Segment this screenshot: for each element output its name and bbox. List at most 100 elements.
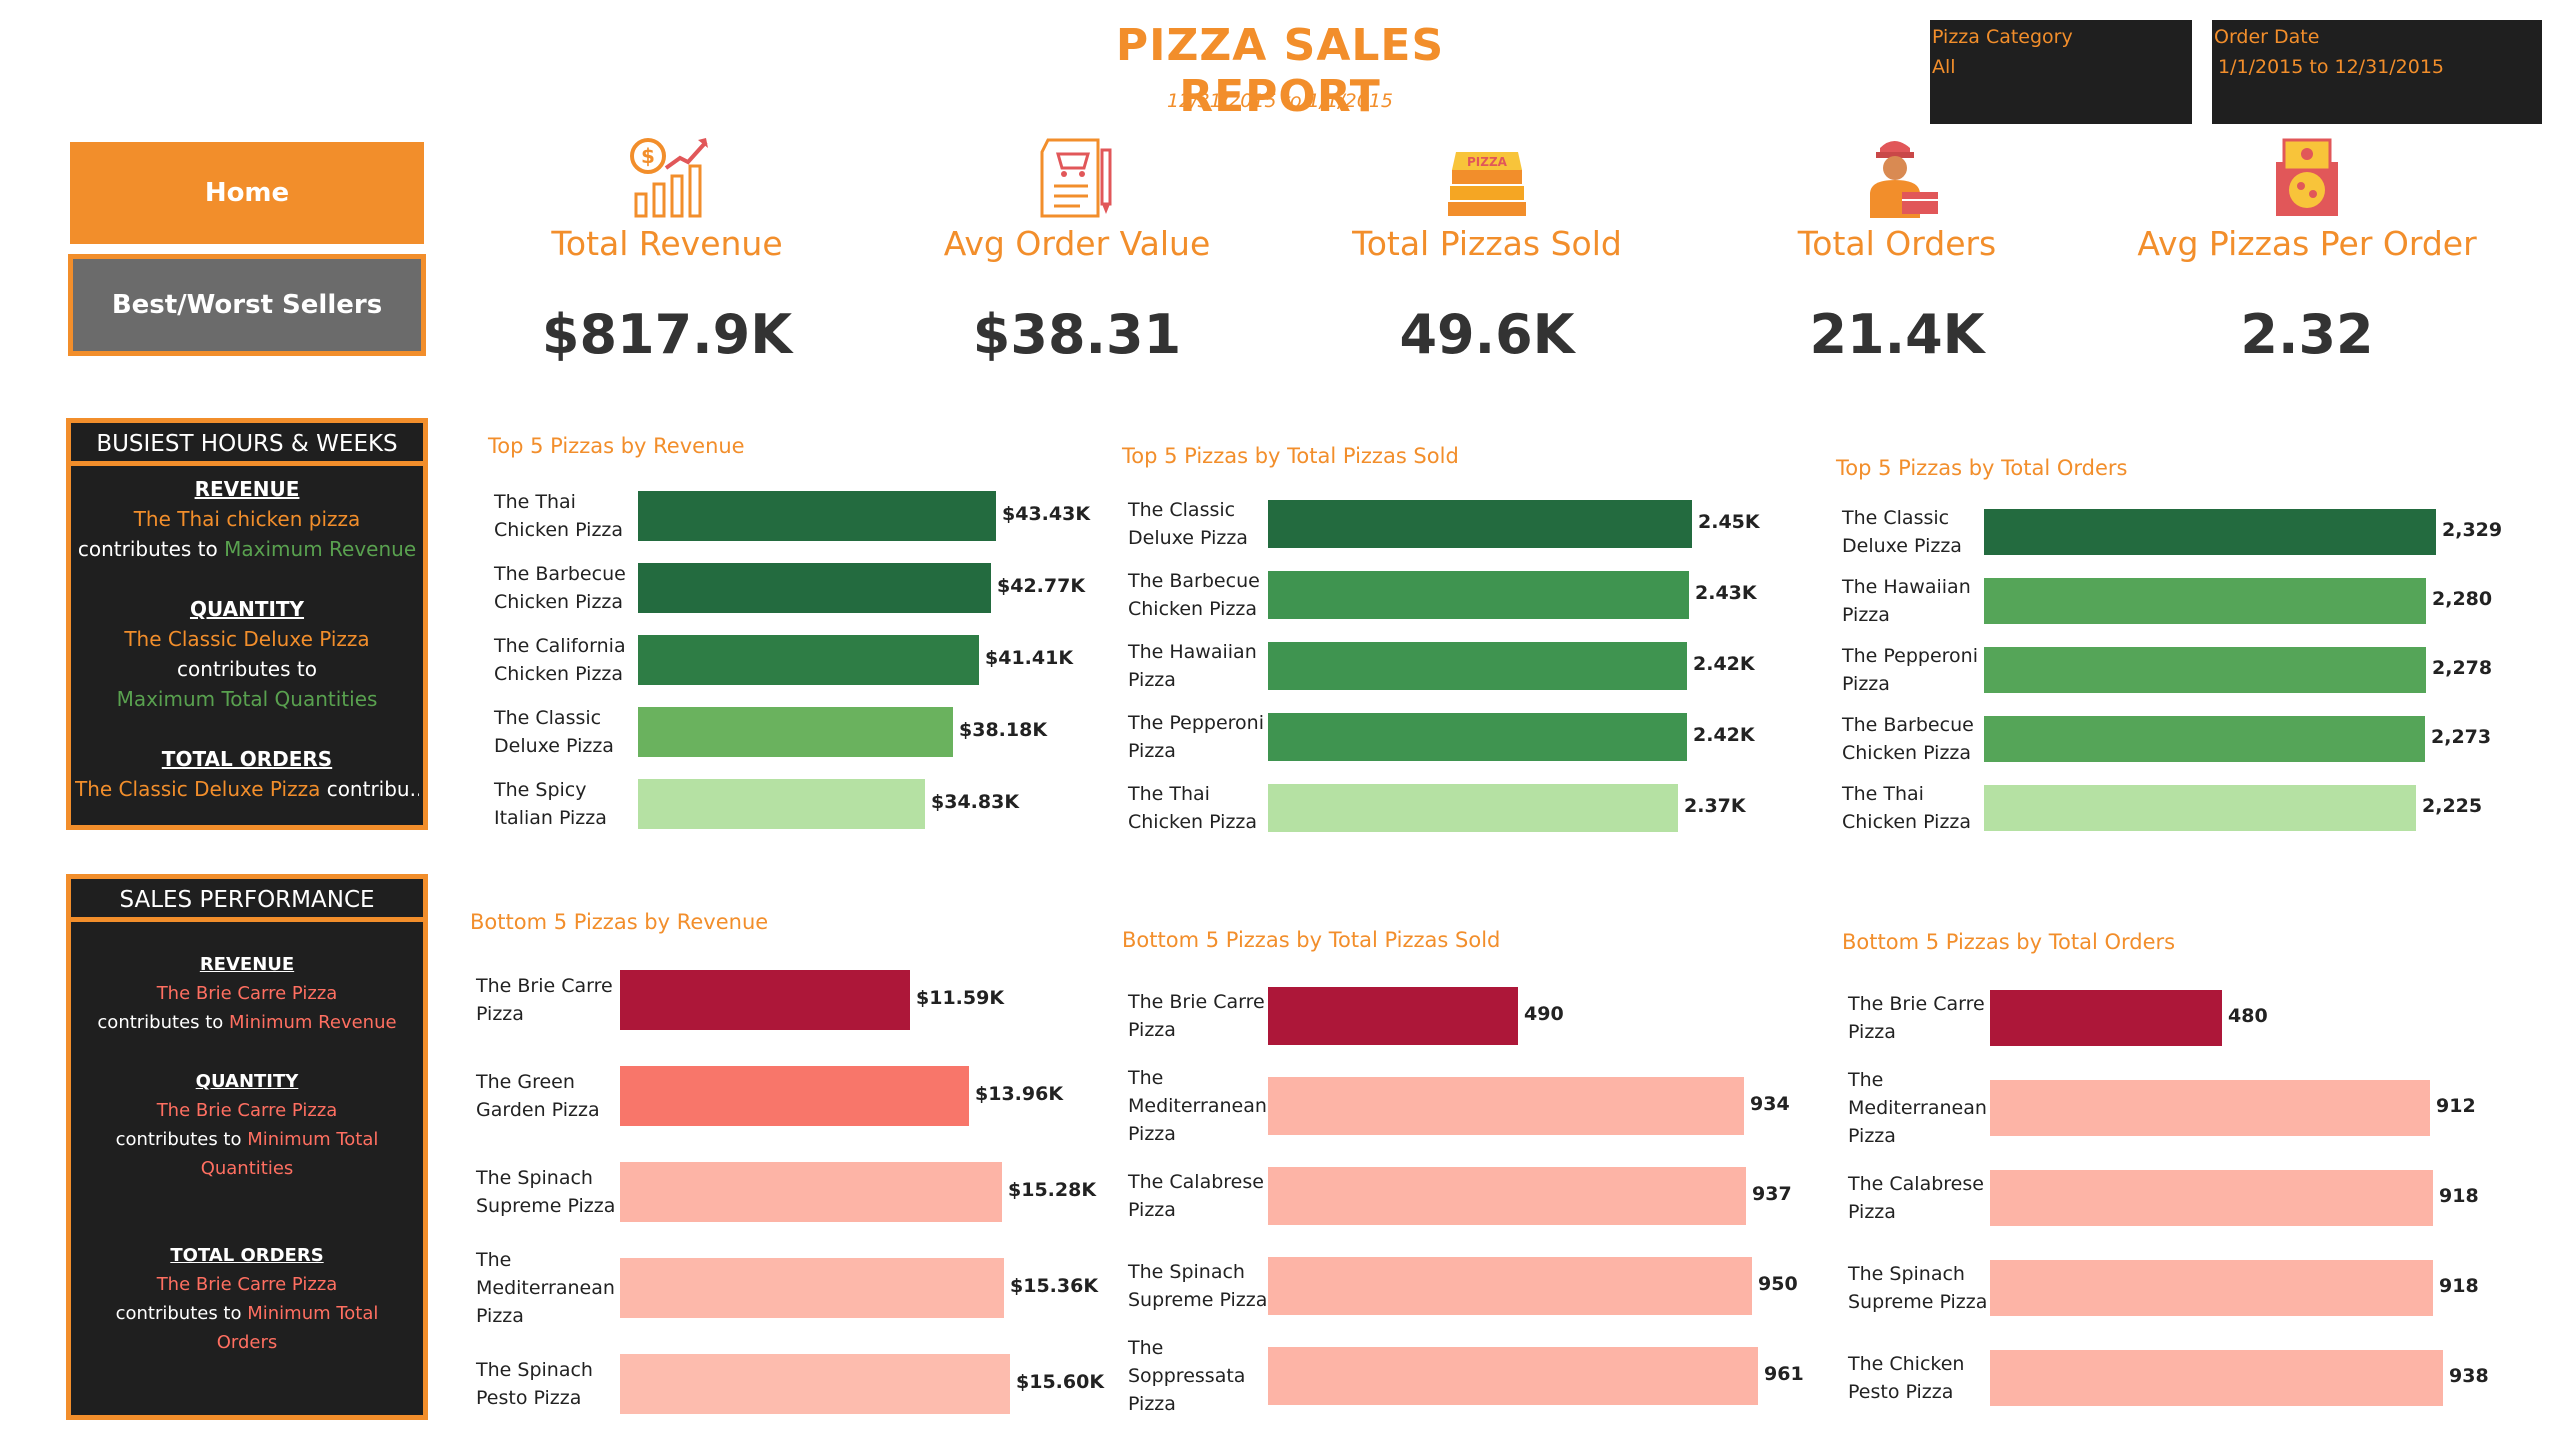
bar[interactable]	[1990, 1080, 2430, 1136]
bar[interactable]	[1268, 1077, 1744, 1135]
kpi-value: $817.9K	[541, 303, 793, 366]
bar[interactable]	[1268, 713, 1687, 761]
value-label: $15.28K	[1008, 1179, 1097, 1201]
pizza-name: The Brie Carre Pizza	[156, 983, 338, 1004]
section-highlight: Orders	[216, 1332, 278, 1353]
value-label: 490	[1524, 1003, 1564, 1025]
pizza-name: The Thai chicken pizza	[133, 507, 361, 531]
category-label: The Classic Deluxe Pizza	[494, 707, 614, 757]
bar[interactable]	[638, 707, 953, 757]
category-label: The Pepperoni Pizza	[1842, 645, 1978, 695]
value-label: 480	[2228, 1005, 2268, 1027]
bar[interactable]	[1268, 571, 1689, 619]
value-label: $41.41K	[985, 647, 1074, 669]
pizza-category-filter[interactable]: Pizza Category All	[1930, 20, 2192, 124]
value-label: $13.96K	[975, 1083, 1064, 1105]
value-label: 2.37K	[1684, 795, 1746, 817]
category-label: The Barbecue Chicken Pizza	[494, 563, 626, 613]
category-label: The Barbecue Chicken Pizza	[1128, 570, 1260, 620]
chart-title: Top 5 Pizzas by Total Pizzas Sold	[1122, 444, 1459, 468]
busiest-hours-panel: BUSIEST HOURS & WEEKS REVENUE The Thai c…	[66, 418, 428, 830]
bar[interactable]	[620, 1162, 1002, 1222]
bar[interactable]	[1268, 642, 1687, 690]
category-label: The Classic Deluxe Pizza	[1128, 499, 1248, 549]
bar[interactable]	[620, 1066, 969, 1126]
kpi-label: Avg Pizzas Per Order	[2137, 224, 2477, 263]
value-label: 2,225	[2422, 795, 2483, 817]
bar[interactable]	[620, 1354, 1010, 1414]
kpi-value: 49.6K	[1399, 303, 1575, 366]
category-label: The Calabrese Pizza	[1848, 1173, 1984, 1223]
bar[interactable]	[1990, 1170, 2433, 1226]
revenue-chart-icon: $	[487, 130, 847, 220]
value-label: 912	[2436, 1095, 2476, 1117]
kpi-label: Total Revenue	[551, 224, 783, 263]
panel-title: BUSIEST HOURS & WEEKS	[71, 423, 423, 466]
kpi-total-pizzas-sold: PIZZA Total Pizzas Sold 49.6K	[1307, 130, 1667, 366]
value-label: 961	[1764, 1363, 1804, 1385]
pizza-boxes-icon: PIZZA	[1307, 130, 1667, 220]
section-text: contributes to Minimum Total	[115, 1129, 379, 1150]
bar[interactable]	[1984, 785, 2416, 831]
section-heading: TOTAL ORDERS	[161, 747, 333, 771]
category-label: The Hawaiian Pizza	[1842, 576, 1971, 626]
bar[interactable]	[1990, 1350, 2443, 1406]
bar[interactable]	[638, 635, 979, 685]
bar[interactable]	[1984, 509, 2436, 555]
pizza-name: The Brie Carre Pizza	[156, 1274, 338, 1295]
bar[interactable]	[620, 1258, 1004, 1318]
bar[interactable]	[1268, 1257, 1752, 1315]
filter-value[interactable]: 1/1/2015 to 12/31/2015	[2218, 56, 2444, 78]
value-label: $11.59K	[916, 987, 1005, 1009]
value-label: $38.18K	[959, 719, 1048, 741]
order-date-filter[interactable]: Order Date 1/1/2015 to 12/31/2015	[2212, 20, 2542, 124]
category-label: The Brie Carre Pizza	[476, 975, 613, 1025]
filter-value[interactable]: All	[1932, 56, 1956, 78]
bar[interactable]	[1268, 987, 1518, 1045]
bar[interactable]	[638, 563, 991, 613]
category-label: The Thai Chicken Pizza	[494, 491, 624, 541]
home-button[interactable]: Home	[70, 142, 424, 244]
bar[interactable]	[1990, 990, 2222, 1046]
section-text: The Classic Deluxe Pizza contribu..	[75, 777, 419, 801]
value-label: $15.60K	[1016, 1371, 1105, 1393]
bar[interactable]	[1984, 578, 2426, 624]
category-label: The Spinach Supreme Pizza	[476, 1167, 616, 1217]
pizza-name: The Brie Carre Pizza	[156, 1100, 338, 1121]
receipt-cart-icon	[897, 130, 1257, 220]
bar[interactable]	[638, 779, 925, 829]
bar[interactable]	[1268, 784, 1678, 832]
section-heading: QUANTITY	[195, 1071, 299, 1092]
bar[interactable]	[1268, 1167, 1746, 1225]
svg-text:PIZZA: PIZZA	[1467, 155, 1508, 169]
kpi-total-orders: Total Orders 21.4K	[1717, 130, 2077, 366]
chart-title: Top 5 Pizzas by Total Orders	[1836, 456, 2128, 480]
bar[interactable]	[1984, 716, 2425, 762]
category-label: The Mediterranean Pizza	[476, 1249, 615, 1327]
kpi-label: Avg Order Value	[943, 224, 1211, 263]
value-label: 918	[2439, 1275, 2479, 1297]
chart-title: Bottom 5 Pizzas by Revenue	[470, 910, 769, 934]
panel-title: SALES PERFORMANCE	[71, 879, 423, 922]
bar[interactable]	[1990, 1260, 2433, 1316]
section-text: contributes to Maximum Revenue	[77, 537, 417, 561]
filter-label: Pizza Category	[1932, 26, 2073, 48]
category-label: The Spinach Supreme Pizza	[1848, 1263, 1988, 1313]
bar[interactable]	[638, 491, 996, 541]
best-worst-sellers-button[interactable]: Best/Worst Sellers	[68, 254, 426, 356]
section-text: contributes to Minimum Revenue	[97, 1012, 397, 1033]
value-label: 938	[2449, 1365, 2489, 1387]
bar[interactable]	[1984, 647, 2426, 693]
section-heading: TOTAL ORDERS	[170, 1245, 324, 1266]
value-label: 2,329	[2442, 519, 2503, 541]
category-label: The Spinach Pesto Pizza	[476, 1359, 593, 1409]
value-label: $42.77K	[997, 575, 1086, 597]
bar[interactable]	[620, 970, 910, 1030]
bar[interactable]	[1268, 1347, 1758, 1405]
svg-text:$: $	[641, 144, 655, 168]
section-text: contributes to	[177, 657, 317, 681]
value-label: $43.43K	[1002, 503, 1091, 525]
bar[interactable]	[1268, 500, 1692, 548]
kpi-label: Total Pizzas Sold	[1352, 224, 1622, 263]
value-label: $15.36K	[1010, 1275, 1099, 1297]
